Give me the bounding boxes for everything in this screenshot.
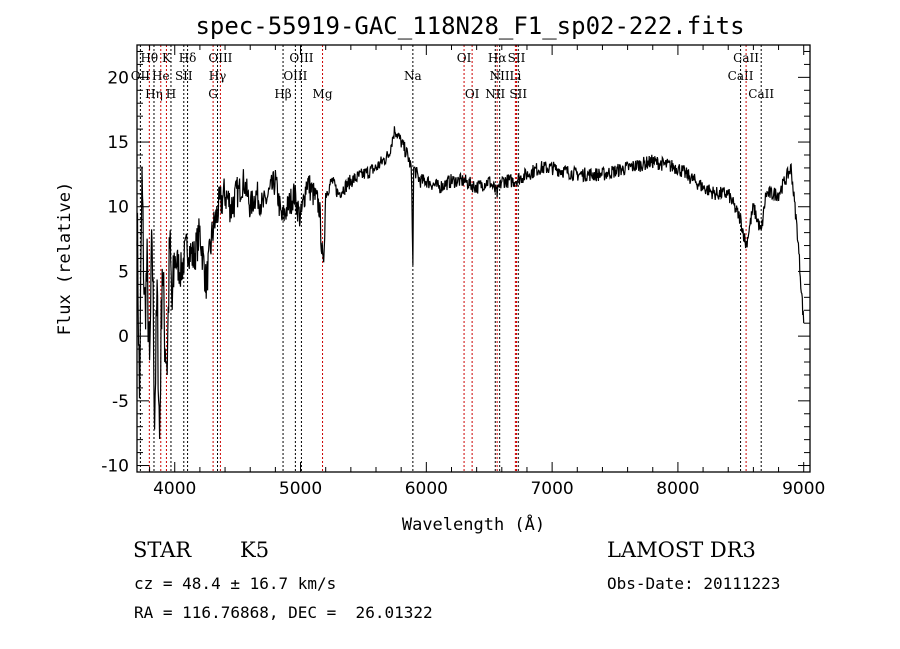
y-tick-label: 0 [118, 327, 129, 347]
survey-label: LAMOST DR3 [607, 538, 756, 562]
spectral-line-label: NII [490, 69, 510, 83]
spectral-line-label: OIII [208, 51, 232, 65]
object-subclass: K5 [240, 538, 270, 562]
spectral-line-label: OII [131, 69, 151, 83]
spectral-line-label: Hγ [209, 69, 227, 83]
y-tick-label: 20 [107, 68, 129, 88]
spectral-line-label: OIII [283, 69, 307, 83]
ra-dec: RA = 116.76868, DEC = 26.01322 [134, 603, 433, 622]
x-tick-label: 7000 [530, 479, 573, 499]
spectral-line-label: OIII [289, 51, 313, 65]
chart-title: spec-55919-GAC_118N28_F1_sp02-222.fits [195, 12, 744, 40]
x-tick-label: 9000 [782, 479, 825, 499]
spectral-line-label: H [166, 87, 176, 101]
y-axis-label: Flux (relative) [55, 182, 75, 336]
spectral-line-label: OI [457, 51, 472, 65]
spectral-line-label: Na [404, 69, 422, 83]
object-class: STAR [133, 538, 192, 562]
y-tick-label: 10 [107, 198, 129, 218]
spectral-line-label: K [162, 51, 172, 65]
spectral-line-label: He [152, 69, 170, 83]
spectral-line-label: CaII [748, 87, 774, 101]
spectrum-line [136, 126, 805, 440]
spectral-line-label: Hη [145, 87, 163, 101]
spectral-line-label: Hδ [179, 51, 197, 65]
spectral-line-label: OI [465, 87, 480, 101]
x-tick-label: 8000 [656, 479, 699, 499]
y-tick-label: 15 [107, 133, 129, 153]
x-tick-label: 6000 [405, 479, 448, 499]
obs-date: Obs-Date: 20111223 [607, 574, 781, 593]
spectral-line-label: CaII [728, 69, 754, 83]
redshift-cz: cz = 48.4 ± 16.7 km/s [134, 574, 337, 593]
plot-frame [136, 44, 811, 473]
spectral-line-label: Hα [488, 51, 507, 65]
spectral-line-label: CaII [733, 51, 759, 65]
spectral-line-label: SII [509, 87, 527, 101]
spectral-line-label: SII [508, 51, 526, 65]
y-tick-label: -5 [112, 392, 129, 412]
x-axis-label: Wavelength (Å) [402, 513, 545, 535]
spectral-line-label: Li [509, 69, 521, 83]
spectral-line-label: Hθ [140, 51, 158, 65]
spectral-line-label: SII [175, 69, 193, 83]
y-tick-label: 5 [118, 262, 129, 282]
x-tick-label: 4000 [153, 479, 196, 499]
spectral-line-label: Mg [313, 87, 333, 101]
y-tick-label: -10 [101, 457, 129, 477]
spectral-line-label: NII [485, 87, 505, 101]
spectral-line-label: Hβ [274, 87, 291, 101]
x-tick-label: 5000 [279, 479, 322, 499]
spectral-line-label: G [208, 87, 218, 101]
